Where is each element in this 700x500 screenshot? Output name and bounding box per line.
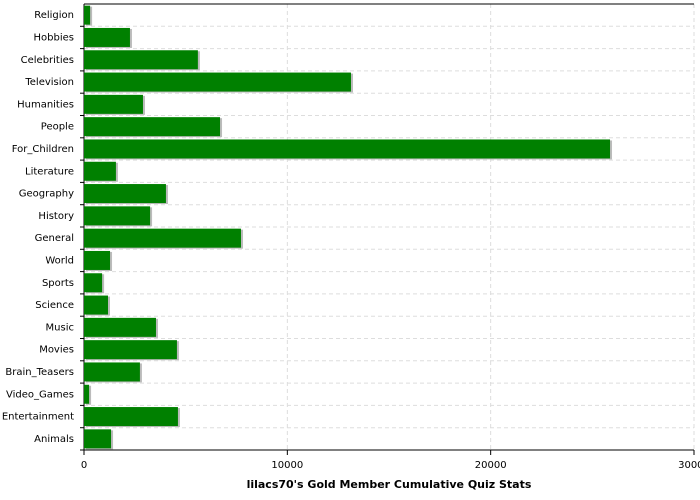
bar [84, 161, 116, 181]
y-tick-label: Hobbies [34, 32, 74, 43]
bar [84, 139, 611, 159]
bar [84, 384, 90, 404]
bar [84, 50, 198, 70]
y-tick-label: History [38, 211, 74, 222]
bar [84, 340, 177, 360]
y-tick-label: General [35, 233, 74, 244]
y-tick-label: Brain_Teasers [5, 367, 74, 378]
bar [84, 184, 166, 204]
bar [84, 5, 91, 25]
bar [84, 117, 221, 137]
x-tick-label: 0 [81, 460, 87, 471]
bar [84, 206, 151, 226]
bar [84, 250, 111, 270]
y-tick-label: Movies [39, 345, 74, 356]
y-tick-label: Science [35, 300, 74, 311]
x-tick-label: 10000 [271, 460, 303, 471]
y-tick-label: Literature [25, 166, 74, 177]
bar [84, 72, 351, 92]
bar [84, 27, 130, 47]
y-tick-label: Celebrities [21, 55, 74, 66]
y-tick-label: For_Children [12, 144, 74, 155]
y-tick-label: Geography [19, 189, 74, 200]
x-tick-label: 30000 [678, 460, 700, 471]
bar [84, 429, 112, 449]
bar [84, 94, 143, 114]
y-tick-label: Television [24, 77, 74, 88]
bar [84, 228, 241, 248]
y-tick-label: Sports [42, 278, 74, 289]
y-tick-label: Animals [34, 434, 74, 445]
x-tick-label: 20000 [475, 460, 507, 471]
y-tick-label: Video_Games [6, 389, 74, 400]
bar [84, 273, 103, 293]
bar [84, 362, 140, 382]
bar [84, 317, 156, 337]
y-tick-label: Music [46, 322, 74, 333]
y-tick-label: Religion [34, 10, 74, 21]
chart-title: lilacs70's Gold Member Cumulative Quiz S… [247, 478, 532, 491]
bar [84, 407, 178, 427]
y-tick-label: Humanities [17, 99, 74, 110]
y-tick-label: Entertainment [2, 412, 74, 423]
y-tick-label: People [41, 122, 74, 133]
y-tick-label: World [45, 255, 74, 266]
bar [84, 295, 108, 315]
